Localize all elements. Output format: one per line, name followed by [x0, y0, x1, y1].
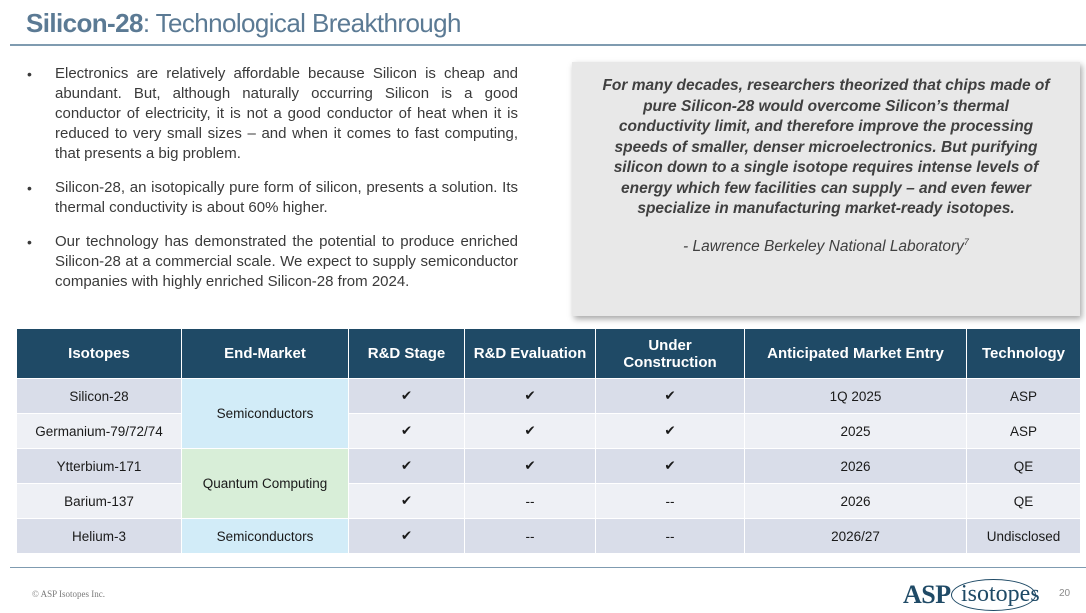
- bullet-glyph: •: [27, 66, 32, 82]
- header-end-market: End-Market: [181, 328, 349, 379]
- bullet-text: Our technology has demonstrated the pote…: [55, 233, 518, 290]
- bullet-item: • Our technology has demonstrated the pot…: [26, 232, 518, 292]
- rd-evaluation-cell: ✔: [464, 378, 596, 414]
- isotope-cell: Helium-3: [16, 518, 182, 554]
- title-divider: [10, 44, 1086, 46]
- bullet-text: Silicon-28, an isotopically pure form of…: [55, 179, 518, 216]
- header-rd-stage: R&D Stage: [348, 328, 465, 379]
- technology-cell: QE: [966, 483, 1081, 519]
- under-construction-cell: --: [595, 518, 745, 554]
- technology-cell: ASP: [966, 413, 1081, 449]
- logo-isotopes: isotopes: [961, 581, 1040, 607]
- rd-evaluation-cell: ✔: [464, 413, 596, 449]
- technology-cell: ASP: [966, 378, 1081, 414]
- logo-asp: ASP: [903, 580, 951, 609]
- table-row: Barium-137 ✔ -- -- 2026 QE: [16, 483, 1081, 519]
- page-title-rest: : Technological Breakthrough: [142, 8, 462, 38]
- market-entry-cell: 2026: [744, 448, 967, 484]
- isotope-cell: Barium-137: [16, 483, 182, 519]
- under-construction-cell: ✔: [595, 448, 745, 484]
- end-market-cell: Quantum Computing: [181, 448, 349, 519]
- header-market-entry: Anticipated Market Entry: [744, 328, 967, 379]
- bullet-list: • Electronics are relatively affordable b…: [26, 64, 518, 306]
- isotope-cell: Germanium-79/72/74: [16, 413, 182, 449]
- footer-divider: [10, 567, 1086, 568]
- rd-stage-cell: ✔: [348, 413, 465, 449]
- logo-ring: [951, 579, 1036, 611]
- table-row: Germanium-79/72/74 ✔ ✔ ✔ 2025 ASP: [16, 413, 1081, 449]
- page-number: 20: [1059, 588, 1071, 599]
- isotope-cell: Silicon-28: [16, 378, 182, 414]
- page-title: Silicon-28: Technological Breakthrough: [26, 6, 461, 40]
- isotope-cell: Ytterbium-171: [16, 448, 182, 484]
- rd-evaluation-cell: --: [464, 518, 596, 554]
- header-technology: Technology: [966, 328, 1081, 379]
- rd-evaluation-cell: ✔: [464, 448, 596, 484]
- quote-box: For many decades, researchers theorized …: [572, 62, 1080, 316]
- end-market-cell: Semiconductors: [181, 518, 349, 554]
- page-title-bold: Silicon-28: [26, 8, 143, 38]
- bullet-glyph: •: [27, 180, 32, 196]
- table-header-row: Isotopes End-Market R&D Stage R&D Evalua…: [16, 328, 1081, 379]
- rd-stage-cell: ✔: [348, 448, 465, 484]
- quote-text: For many decades, researchers theorized …: [602, 77, 1050, 217]
- market-entry-cell: 2026/27: [744, 518, 967, 554]
- copyright-text: © ASP Isotopes Inc.: [32, 589, 106, 599]
- market-entry-cell: 1Q 2025: [744, 378, 967, 414]
- technology-cell: Undisclosed: [966, 518, 1081, 554]
- table-row: Silicon-28 Semiconductors ✔ ✔ ✔ 1Q 2025 …: [16, 378, 1081, 449]
- header-rd-evaluation: R&D Evaluation: [464, 328, 596, 379]
- under-construction-cell: ✔: [595, 378, 745, 414]
- market-entry-cell: 2025: [744, 413, 967, 449]
- market-entry-cell: 2026: [744, 483, 967, 519]
- table-row: Helium-3 Semiconductors ✔ -- -- 2026/27 …: [16, 518, 1081, 554]
- quote-source-name: - Lawrence Berkeley National Laboratory: [683, 237, 964, 255]
- quote-source: - Lawrence Berkeley National Laboratory7: [602, 237, 1050, 256]
- isotope-table: Isotopes End-Market R&D Stage R&D Evalua…: [16, 328, 1081, 554]
- bullet-text: Electronics are relatively affordable be…: [55, 65, 518, 162]
- bullet-item: • Silicon-28, an isotopically pure form o…: [26, 178, 518, 218]
- rd-evaluation-cell: --: [464, 483, 596, 519]
- end-market-cell: Semiconductors: [181, 378, 349, 449]
- rd-stage-cell: ✔: [348, 483, 465, 519]
- header-under-construction: Under Construction: [595, 328, 745, 379]
- under-construction-cell: ✔: [595, 413, 745, 449]
- company-logo: ASP isotopes: [903, 578, 1040, 612]
- bullet-glyph: •: [27, 234, 32, 250]
- bullet-item: • Electronics are relatively affordable b…: [26, 64, 518, 164]
- rd-stage-cell: ✔: [348, 518, 465, 554]
- table-row: Ytterbium-171 Quantum Computing ✔ ✔ ✔ 20…: [16, 448, 1081, 519]
- header-isotopes: Isotopes: [16, 328, 182, 379]
- under-construction-cell: --: [595, 483, 745, 519]
- rd-stage-cell: ✔: [348, 378, 465, 414]
- technology-cell: QE: [966, 448, 1081, 484]
- quote-footnote: 7: [963, 236, 969, 247]
